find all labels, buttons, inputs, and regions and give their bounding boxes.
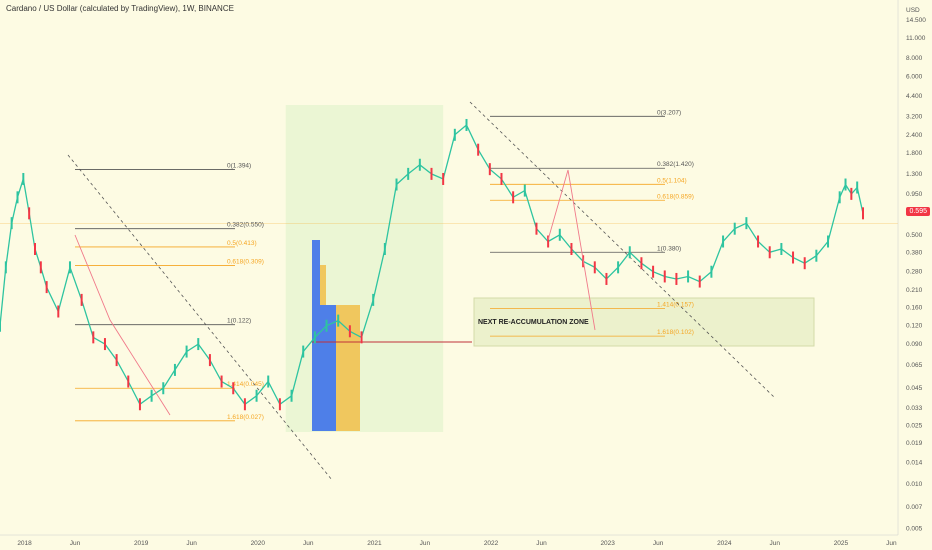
y-axis-unit: USD	[906, 7, 920, 14]
y-tick-label: 0.380	[906, 249, 923, 256]
fib-level-label: 0(3.207)	[657, 109, 681, 116]
y-tick-label: 14.500	[906, 17, 926, 24]
x-tick-label: 2019	[134, 540, 149, 547]
trendline	[469, 101, 776, 399]
y-tick-label: 0.007	[906, 504, 923, 511]
fib-level-label: 0.5(1.104)	[657, 177, 687, 184]
y-tick-label: 0.090	[906, 341, 923, 348]
projection-path	[74, 234, 171, 416]
fib-level-label: 0.618(0.859)	[657, 193, 694, 200]
x-tick-label: Jun	[886, 540, 897, 547]
y-tick-label: 0.065	[906, 362, 923, 369]
fib-level-label: 1(0.380)	[657, 245, 681, 252]
y-tick-label: 1.800	[906, 150, 923, 157]
fib-level-label: 1.618(0.027)	[227, 414, 264, 421]
y-axis-bg	[898, 0, 932, 550]
x-tick-label: Jun	[770, 540, 781, 547]
price-line	[0, 123, 864, 406]
x-tick-label: 2021	[367, 540, 382, 547]
trendline	[67, 154, 333, 481]
reaccumulation-shade	[285, 105, 444, 432]
next-zone-label: NEXT RE-ACCUMULATION ZONE	[478, 319, 589, 326]
y-tick-label: 0.019	[906, 440, 923, 447]
y-tick-label: 3.200	[906, 113, 923, 120]
y-tick-label: 0.014	[906, 460, 923, 467]
chart-title: Cardano / US Dollar (calculated by Tradi…	[6, 4, 234, 13]
y-tick-label: 2.400	[906, 132, 923, 139]
y-tick-label: 0.950	[906, 191, 923, 198]
fib-level-label: 0.5(0.413)	[227, 240, 257, 247]
y-tick-label: 11.000	[906, 35, 926, 42]
fib-level-label: 1.414(0.157)	[657, 302, 694, 309]
y-tick-label: 0.280	[906, 269, 923, 276]
volume-profile-bar	[312, 240, 320, 305]
x-tick-label: Jun	[186, 540, 197, 547]
projection-path	[547, 169, 596, 331]
y-tick-label: 0.005	[906, 525, 923, 532]
x-tick-label: 2020	[251, 540, 266, 547]
current-price-badge: 0.595	[906, 207, 930, 216]
fib-level-label: 0.618(0.309)	[227, 258, 264, 265]
y-tick-label: 0.045	[906, 385, 923, 392]
y-tick-label: 6.000	[906, 73, 923, 80]
fib-level-label: 1(0.122)	[227, 318, 251, 325]
fib-level-label: 0.382(0.550)	[227, 222, 264, 229]
next-zone-box	[473, 297, 815, 347]
y-tick-label: 0.160	[906, 304, 923, 311]
x-tick-label: 2025	[834, 540, 849, 547]
fib-level-label: 0(1.394)	[227, 162, 251, 169]
volume-profile-bar	[320, 265, 326, 305]
y-tick-label: 4.400	[906, 93, 923, 100]
x-tick-label: Jun	[653, 540, 664, 547]
fib-level-label: 0.382(1.420)	[657, 161, 694, 168]
y-tick-label: 8.000	[906, 55, 923, 62]
y-tick-label: 0.500	[906, 232, 923, 239]
y-tick-label: 1.300	[906, 171, 923, 178]
x-tick-label: Jun	[70, 540, 81, 547]
x-tick-label: 2022	[484, 540, 499, 547]
x-tick-label: Jun	[303, 540, 314, 547]
fib-level-label: 1.414(0.045)	[227, 381, 264, 388]
y-tick-label: 0.025	[906, 423, 923, 430]
x-tick-label: 2024	[717, 540, 732, 547]
y-tick-label: 0.010	[906, 481, 923, 488]
y-tick-label: 0.120	[906, 323, 923, 330]
fib-level-label: 1.618(0.102)	[657, 329, 694, 336]
x-tick-label: Jun	[420, 540, 431, 547]
volume-profile-bar	[312, 305, 336, 431]
y-tick-label: 0.033	[906, 405, 923, 412]
y-tick-label: 0.210	[906, 287, 923, 294]
volume-profile-bar	[336, 305, 360, 431]
x-tick-label: 2023	[600, 540, 615, 547]
x-tick-label: Jun	[536, 540, 547, 547]
x-tick-label: 2018	[17, 540, 32, 547]
